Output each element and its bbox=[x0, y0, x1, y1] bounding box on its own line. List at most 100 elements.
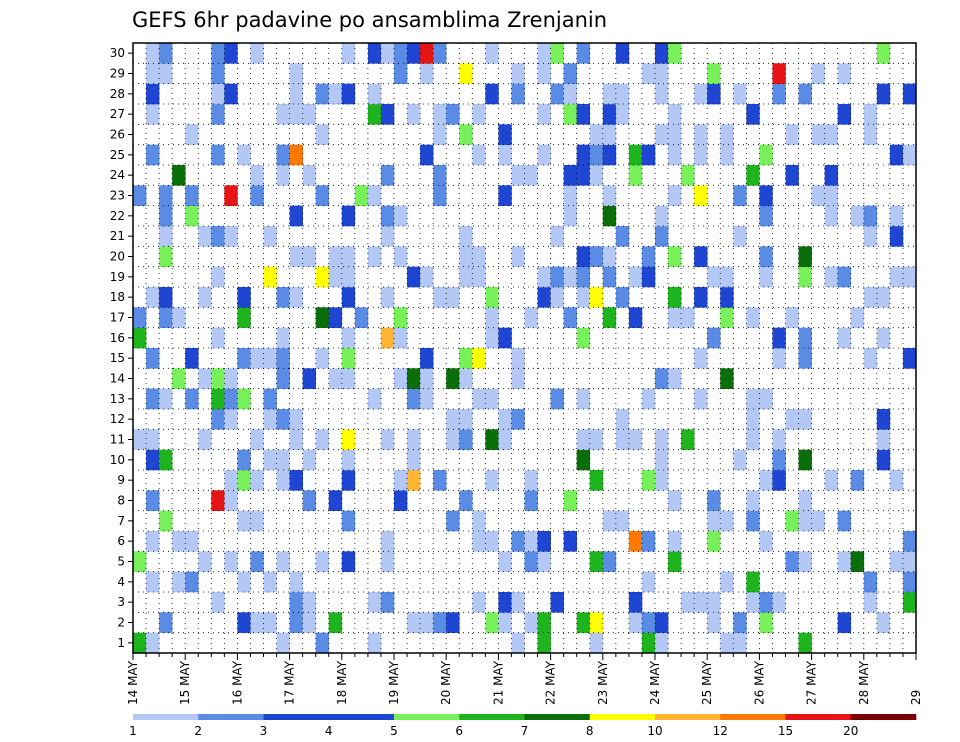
heatmap-cell bbox=[563, 205, 577, 227]
heatmap-cell bbox=[785, 551, 799, 572]
heatmap-cell bbox=[563, 185, 577, 206]
heatmap-cell bbox=[211, 226, 225, 247]
heatmap-cell bbox=[837, 612, 852, 633]
heatmap-cell bbox=[889, 144, 904, 166]
heatmap-cell bbox=[759, 246, 773, 267]
heatmap-cell bbox=[146, 429, 160, 450]
heatmap-cell bbox=[394, 307, 408, 328]
heatmap-cell bbox=[589, 246, 604, 267]
heatmap-cell bbox=[563, 266, 577, 288]
heatmap-cell bbox=[263, 348, 277, 369]
y-tick-label: 13 bbox=[110, 392, 125, 406]
heatmap-cell bbox=[472, 531, 486, 552]
heatmap-cell bbox=[498, 144, 512, 166]
colorbar: 1 2 3 4 5 6 7 8 10 12 15 20 bbox=[129, 714, 917, 738]
heatmap-cell bbox=[524, 165, 538, 186]
heatmap-cell bbox=[315, 348, 330, 369]
heatmap-cell bbox=[681, 429, 695, 450]
heatmap-cell bbox=[628, 307, 643, 328]
heatmap-cell bbox=[707, 327, 721, 349]
heatmap-cell bbox=[433, 165, 447, 186]
heatmap-cell bbox=[550, 43, 564, 64]
heatmap-cell bbox=[289, 63, 303, 84]
heatmap-cell bbox=[211, 43, 225, 64]
heatmap-cell bbox=[159, 612, 173, 633]
colorbar-label: 6 bbox=[455, 724, 463, 738]
heatmap-cell bbox=[785, 409, 799, 430]
heatmap-cell bbox=[824, 266, 838, 288]
heatmap-cell bbox=[563, 63, 577, 84]
heatmap-cell bbox=[772, 592, 786, 613]
heatmap-cell bbox=[394, 43, 408, 64]
heatmap-cell bbox=[250, 429, 264, 450]
heatmap-cell bbox=[224, 226, 238, 247]
heatmap-cell bbox=[172, 531, 186, 552]
heatmap-cell bbox=[850, 470, 865, 491]
heatmap-cell bbox=[394, 205, 408, 227]
heatmap-cell bbox=[589, 124, 604, 145]
heatmap-cell bbox=[863, 348, 878, 369]
heatmap-cell bbox=[394, 470, 408, 491]
heatmap-cell bbox=[720, 510, 734, 532]
heatmap-cells bbox=[133, 43, 917, 654]
heatmap-cell bbox=[563, 104, 577, 125]
heatmap-cell bbox=[668, 287, 682, 308]
heatmap-cell bbox=[824, 185, 838, 206]
heatmap-cell bbox=[394, 327, 408, 349]
heatmap-cell bbox=[224, 185, 238, 206]
heatmap-cell bbox=[655, 226, 669, 247]
colorbar-segment bbox=[328, 714, 395, 720]
heatmap-cell bbox=[641, 470, 656, 491]
heatmap-cell bbox=[211, 327, 225, 349]
heatmap-cell bbox=[759, 266, 773, 288]
heatmap-cell bbox=[341, 266, 356, 288]
heatmap-cell bbox=[720, 632, 734, 654]
heatmap-cell bbox=[772, 449, 786, 471]
colorbar-segment bbox=[850, 714, 917, 720]
heatmap-cell bbox=[211, 490, 225, 511]
heatmap-cell bbox=[889, 266, 904, 288]
heatmap-cell bbox=[380, 165, 395, 186]
heatmap-cell bbox=[185, 124, 199, 145]
y-tick-label: 3 bbox=[117, 595, 125, 609]
heatmap-cell bbox=[615, 287, 630, 308]
heatmap-cell bbox=[172, 368, 186, 389]
heatmap-cell bbox=[615, 83, 630, 105]
heatmap-cell bbox=[146, 144, 160, 166]
heatmap-cell bbox=[668, 144, 682, 166]
heatmap-cell bbox=[589, 612, 604, 633]
heatmap-cell bbox=[668, 246, 682, 267]
heatmap-cell bbox=[641, 246, 656, 267]
heatmap-cell bbox=[159, 43, 173, 64]
heatmap-cell bbox=[433, 612, 447, 633]
heatmap-cell bbox=[133, 551, 147, 572]
heatmap-cell bbox=[407, 612, 421, 633]
heatmap-cell bbox=[785, 124, 799, 145]
heatmap-cell bbox=[863, 226, 878, 247]
heatmap-cell bbox=[837, 266, 852, 288]
heatmap-cell bbox=[602, 185, 617, 206]
colorbar-label: 5 bbox=[390, 724, 398, 738]
heatmap-cell bbox=[524, 307, 538, 328]
y-tick-label: 20 bbox=[110, 250, 125, 264]
heatmap-cell bbox=[837, 63, 852, 84]
y-tick-label: 11 bbox=[110, 433, 125, 447]
heatmap-cell bbox=[159, 449, 173, 471]
heatmap-cell bbox=[250, 551, 264, 572]
colorbar-label: 20 bbox=[843, 724, 858, 738]
heatmap-cell bbox=[641, 63, 656, 84]
heatmap-cell bbox=[759, 531, 773, 552]
heatmap-cell bbox=[576, 327, 591, 349]
heatmap-cell bbox=[589, 144, 604, 166]
heatmap-cell bbox=[459, 246, 473, 267]
heatmap-cell bbox=[537, 531, 551, 552]
heatmap-cell bbox=[446, 104, 460, 125]
heatmap-cell bbox=[707, 612, 721, 633]
heatmap-cell bbox=[798, 83, 812, 105]
heatmap-cell bbox=[863, 124, 878, 145]
heatmap-cell bbox=[446, 612, 460, 633]
heatmap-cell bbox=[746, 429, 760, 450]
heatmap-cell bbox=[876, 449, 891, 471]
heatmap-cell bbox=[889, 551, 904, 572]
heatmap-cell bbox=[837, 104, 852, 125]
